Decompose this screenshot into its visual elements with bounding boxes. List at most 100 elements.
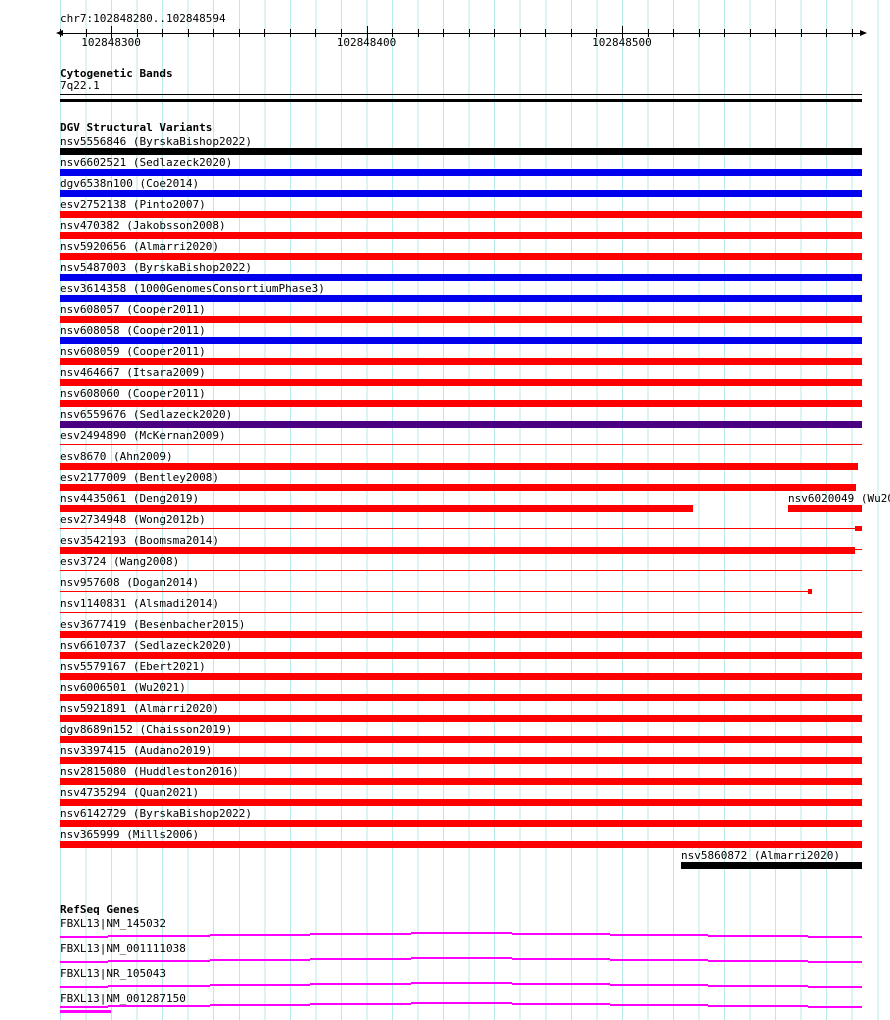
variant-bar[interactable] — [60, 820, 862, 827]
variant-label[interactable]: nsv6006501 (Wu2021) — [60, 681, 186, 694]
gene-line-segment[interactable] — [610, 959, 708, 961]
variant-bar[interactable] — [788, 505, 862, 512]
gene-label[interactable]: FBXL13|NR_105043 — [60, 967, 166, 980]
variant-label[interactable]: esv3677419 (Besenbacher2015) — [60, 618, 246, 631]
variant-bar[interactable] — [60, 484, 856, 491]
variant-label[interactable]: nsv5579167 (Ebert2021) — [60, 660, 206, 673]
gene-line-segment[interactable] — [808, 986, 862, 988]
variant-label[interactable]: nsv6610737 (Sedlazeck2020) — [60, 639, 233, 652]
variant-end-marker[interactable] — [808, 589, 812, 594]
variant-label[interactable]: nsv3397415 (Audano2019) — [60, 744, 213, 757]
variant-label[interactable]: nsv6142729 (ByrskaBishop2022) — [60, 807, 253, 820]
variant-bar[interactable] — [60, 673, 862, 680]
variant-label[interactable]: esv2734948 (Wong2012b) — [60, 513, 206, 526]
gene-line-segment[interactable] — [108, 960, 210, 962]
gene-line-segment[interactable] — [60, 936, 108, 938]
gene-line-segment[interactable] — [708, 985, 808, 987]
variant-label[interactable]: nsv5920656 (Almarri2020) — [60, 240, 219, 253]
gene-line-segment[interactable] — [108, 1005, 210, 1007]
variant-bar[interactable] — [60, 591, 808, 592]
variant-label[interactable]: nsv957608 (Dogan2014) — [60, 576, 200, 589]
gene-line-segment[interactable] — [411, 1002, 512, 1004]
variant-bar[interactable] — [60, 652, 862, 659]
variant-label[interactable]: esv2752138 (Pinto2007) — [60, 198, 206, 211]
variant-bar[interactable] — [60, 444, 862, 445]
variant-label[interactable]: nsv5487003 (ByrskaBishop2022) — [60, 261, 253, 274]
variant-bar[interactable] — [60, 528, 855, 529]
variant-bar[interactable] — [60, 337, 862, 344]
variant-bar[interactable] — [855, 549, 862, 550]
variant-bar[interactable] — [60, 295, 862, 302]
variant-label[interactable]: dgv6538n100 (Coe2014) — [60, 177, 200, 190]
variant-label[interactable]: nsv4735294 (Quan2021) — [60, 786, 200, 799]
variant-label[interactable]: dgv8689n152 (Chaisson2019) — [60, 723, 233, 736]
variant-bar[interactable] — [60, 694, 862, 701]
gene-line-segment[interactable] — [411, 957, 512, 959]
variant-bar[interactable] — [60, 421, 862, 428]
gene-line-segment[interactable] — [708, 935, 808, 937]
gene-line-segment[interactable] — [808, 936, 862, 938]
variant-bar[interactable] — [60, 463, 858, 470]
variant-label[interactable]: esv8670 (Ahn2009) — [60, 450, 173, 463]
variant-bar[interactable] — [60, 841, 862, 848]
variant-bar[interactable] — [60, 612, 862, 613]
variant-label[interactable]: nsv5556846 (ByrskaBishop2022) — [60, 135, 253, 148]
variant-label[interactable]: nsv365999 (Mills2006) — [60, 828, 200, 841]
gene-line-segment[interactable] — [610, 984, 708, 986]
variant-bar[interactable] — [60, 400, 862, 407]
variant-label[interactable]: esv3614358 (1000GenomesConsortiumPhase3) — [60, 282, 325, 295]
gene-line-segment[interactable] — [512, 933, 610, 935]
variant-bar[interactable] — [60, 570, 862, 571]
variant-bar[interactable] — [60, 778, 862, 785]
variant-bar[interactable] — [60, 799, 862, 806]
gene-line-segment[interactable] — [210, 984, 310, 986]
gene-line-segment[interactable] — [512, 958, 610, 960]
gene-line-segment[interactable] — [60, 986, 108, 988]
variant-bar[interactable] — [681, 862, 862, 869]
variant-label[interactable]: esv3542193 (Boomsma2014) — [60, 534, 219, 547]
variant-label[interactable]: nsv5921891 (Almarri2020) — [60, 702, 219, 715]
gene-label[interactable]: FBXL13|NM_145032 — [60, 917, 166, 930]
cytoband-label[interactable]: 7q22.1 — [60, 79, 100, 92]
variant-bar[interactable] — [60, 757, 862, 764]
gene-line-segment[interactable] — [808, 1006, 862, 1008]
gene-line-segment[interactable] — [60, 961, 108, 963]
gene-label[interactable]: FBXL13|NM_001111038 — [60, 942, 186, 955]
variant-label[interactable]: nsv608057 (Cooper2011) — [60, 303, 206, 316]
variant-bar[interactable] — [60, 547, 855, 554]
variant-bar[interactable] — [60, 190, 862, 197]
variant-bar[interactable] — [60, 358, 862, 365]
variant-bar[interactable] — [60, 274, 862, 281]
gene-line-segment[interactable] — [310, 933, 411, 935]
gene-line-segment[interactable] — [708, 960, 808, 962]
variant-label[interactable]: nsv608058 (Cooper2011) — [60, 324, 206, 337]
variant-label[interactable]: nsv470382 (Jakobsson2008) — [60, 219, 226, 232]
gene-line-segment[interactable] — [210, 934, 310, 936]
gene-line-segment[interactable] — [210, 1004, 310, 1006]
variant-label[interactable]: esv2494890 (McKernan2009) — [60, 429, 226, 442]
variant-bar[interactable] — [60, 631, 862, 638]
variant-label[interactable]: esv3724 (Wang2008) — [60, 555, 180, 568]
gene-exon-partial[interactable] — [60, 1010, 111, 1013]
variant-label[interactable]: nsv608060 (Cooper2011) — [60, 387, 206, 400]
variant-bar[interactable] — [60, 253, 862, 260]
variant-label[interactable]: nsv4435061 (Deng2019) — [60, 492, 200, 505]
gene-line-segment[interactable] — [310, 1003, 411, 1005]
variant-label[interactable]: nsv6602521 (Sedlazeck2020) — [60, 156, 233, 169]
gene-line-segment[interactable] — [210, 959, 310, 961]
gene-line-segment[interactable] — [60, 1006, 108, 1008]
variant-bar[interactable] — [60, 736, 862, 743]
variant-bar[interactable] — [60, 169, 862, 176]
gene-line-segment[interactable] — [411, 932, 512, 934]
variant-bar[interactable] — [60, 232, 862, 239]
variant-label[interactable]: nsv464667 (Itsara2009) — [60, 366, 206, 379]
variant-label[interactable]: nsv1140831 (Alsmadi2014) — [60, 597, 219, 610]
gene-line-segment[interactable] — [610, 1004, 708, 1006]
variant-bar[interactable] — [60, 148, 862, 155]
gene-line-segment[interactable] — [411, 982, 512, 984]
gene-line-segment[interactable] — [512, 983, 610, 985]
variant-label[interactable]: nsv5860872 (Almarri2020) — [681, 849, 840, 862]
variant-bar[interactable] — [60, 505, 693, 512]
variant-bar[interactable] — [60, 715, 862, 722]
variant-bar[interactable] — [60, 316, 862, 323]
